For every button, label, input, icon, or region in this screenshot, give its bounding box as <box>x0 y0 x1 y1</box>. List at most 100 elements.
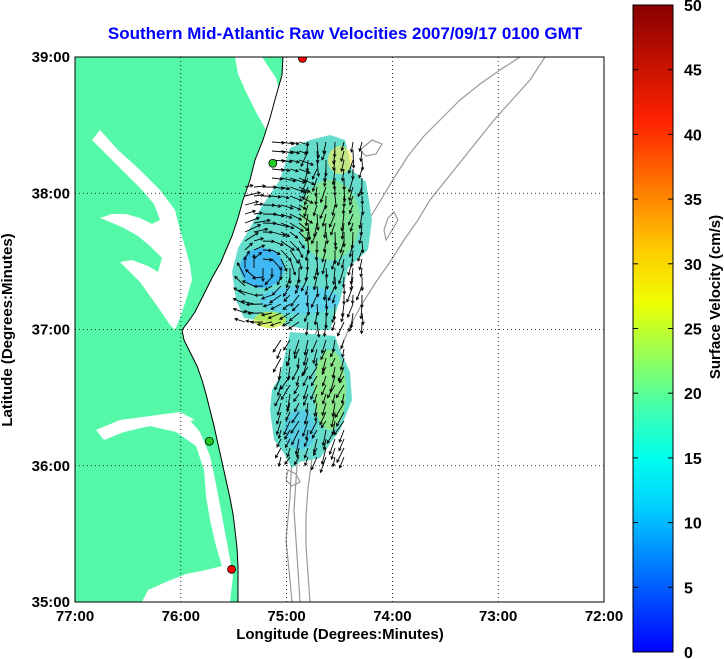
velocity-arrowhead <box>272 348 277 353</box>
x-tick-label: 76:00 <box>162 608 200 625</box>
velocity-arrow <box>280 240 295 251</box>
velocity-arrow <box>293 384 300 394</box>
velocity-arrow <box>338 267 345 284</box>
velocity-arrow <box>327 384 336 398</box>
velocity-arrowhead <box>339 366 344 371</box>
radar-station-marker <box>227 564 236 574</box>
radar-station-marker <box>298 57 307 63</box>
velocity-arrowhead <box>336 332 341 337</box>
velocity-arrowhead <box>276 392 281 397</box>
velocity-arrow <box>304 312 309 322</box>
velocity-arrowhead <box>314 257 319 262</box>
velocity-arrowhead <box>295 168 300 173</box>
velocity-arrowhead <box>340 147 345 152</box>
velocity-arrowhead <box>334 414 339 418</box>
velocity-arrowhead <box>305 237 310 242</box>
velocity-arrow <box>304 339 309 355</box>
velocity-arrow <box>268 312 282 319</box>
velocity-arrow <box>302 420 309 437</box>
velocity-arrowhead <box>261 296 265 300</box>
velocity-arrowhead <box>315 272 320 277</box>
velocity-arrow <box>332 294 336 303</box>
velocity-arrow <box>284 429 291 440</box>
velocity-arrow <box>319 411 327 425</box>
velocity-arrow <box>244 242 253 251</box>
velocity-arrowhead <box>348 210 353 214</box>
velocity-arrowhead <box>278 266 283 271</box>
velocity-arrowhead <box>268 248 273 253</box>
velocity-arrowhead <box>319 215 323 220</box>
velocity-arrow <box>290 294 300 307</box>
velocity-arrow <box>311 375 318 386</box>
velocity-arrowhead <box>303 351 308 356</box>
velocity-arrow <box>279 312 291 320</box>
velocity-arrow <box>264 276 273 285</box>
velocity-arrow <box>314 267 318 280</box>
velocity-arrow <box>280 375 291 390</box>
velocity-arrow <box>332 204 336 216</box>
velocity-arrow <box>322 213 327 227</box>
velocity-arrowhead <box>338 379 343 384</box>
velocity-arrowhead <box>331 374 336 379</box>
velocity-arrowhead <box>349 149 354 153</box>
velocity-arrow <box>301 177 309 193</box>
velocity-arrow <box>234 318 246 323</box>
velocity-arrow <box>290 420 300 434</box>
velocity-arrowhead <box>295 260 299 264</box>
velocity-arrowhead <box>276 420 280 425</box>
velocity-arrowhead <box>306 189 311 193</box>
velocity-arrow <box>257 321 273 326</box>
velocity-arrow <box>305 213 309 226</box>
velocity-arrow <box>340 312 345 322</box>
velocity-arrowhead <box>321 270 325 275</box>
velocity-arrow <box>289 186 307 193</box>
velocity-arrowhead <box>341 284 346 289</box>
velocity-arrowhead <box>322 248 327 253</box>
velocity-arrow <box>303 384 309 399</box>
colorbar-tick-label: 0 <box>684 645 693 659</box>
velocity-arrowhead <box>319 199 324 204</box>
velocity-arrowhead <box>279 242 284 246</box>
velocity-arrowhead <box>294 355 298 360</box>
velocity-arrowhead <box>310 396 314 400</box>
velocity-arrow <box>243 310 255 314</box>
velocity-arrowhead <box>328 451 333 456</box>
velocity-arrowhead <box>296 150 301 155</box>
velocity-arrow <box>303 393 309 406</box>
velocity-arrowhead <box>290 430 294 434</box>
velocity-arrow <box>277 384 282 396</box>
velocity-arrow <box>348 321 354 332</box>
velocity-arrow <box>320 186 327 203</box>
velocity-arrow <box>273 357 282 373</box>
velocity-arrow <box>309 366 318 380</box>
velocity-arrowhead <box>282 233 287 237</box>
velocity-arrowhead <box>340 235 345 240</box>
velocity-arrow <box>322 393 327 404</box>
velocity-arrow <box>305 429 309 440</box>
velocity-arrow <box>332 402 336 417</box>
velocity-arrow <box>315 411 318 422</box>
velocity-arrow <box>307 240 310 254</box>
velocity-arrow <box>333 150 336 164</box>
velocity-arrowhead <box>283 298 288 302</box>
velocity-arrowhead <box>320 356 324 361</box>
velocity-arrowhead <box>293 351 297 356</box>
velocity-arrowhead <box>293 390 297 395</box>
velocity-arrow <box>253 244 265 251</box>
velocity-arrowhead <box>262 303 267 308</box>
velocity-arrow <box>283 339 291 351</box>
velocity-arrowhead <box>288 317 293 322</box>
velocity-arrowhead <box>282 293 287 297</box>
velocity-arrowhead <box>277 463 282 467</box>
velocity-arrow <box>284 456 291 465</box>
velocity-arrow <box>298 231 309 242</box>
velocity-arrow <box>313 348 318 364</box>
velocity-arrow <box>287 393 291 409</box>
velocity-arrow <box>271 150 286 153</box>
velocity-arrow <box>313 447 318 456</box>
velocity-arrowhead <box>279 316 283 320</box>
velocity-arrow <box>289 240 300 251</box>
velocity-arrow <box>348 213 354 226</box>
velocity-arrowhead <box>256 216 260 221</box>
velocity-arrow <box>280 159 292 163</box>
